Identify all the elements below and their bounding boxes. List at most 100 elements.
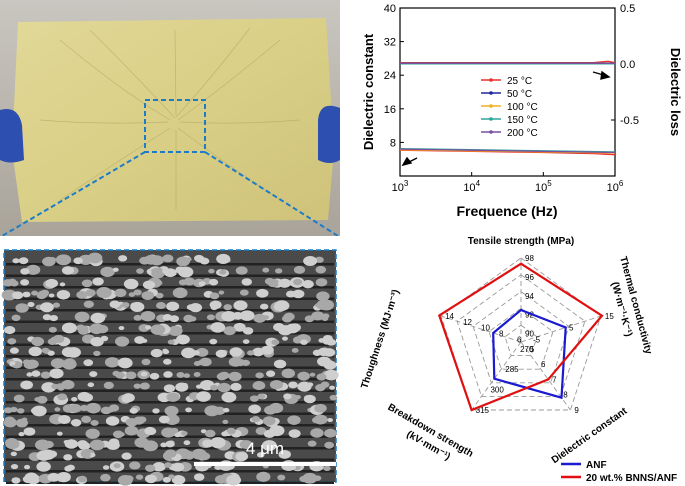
sem-particle xyxy=(129,407,138,414)
sem-layer-gap xyxy=(6,366,334,369)
sem-particle xyxy=(12,291,24,300)
sem-particle xyxy=(81,393,94,402)
sem-particle xyxy=(27,301,35,307)
sem-particle xyxy=(226,474,242,486)
sem-layer-gap xyxy=(6,297,334,300)
sem-particle xyxy=(31,336,45,347)
sem-particle xyxy=(85,289,96,297)
sem-particle xyxy=(81,279,93,288)
sem-particle xyxy=(210,384,219,391)
sem-particle xyxy=(140,371,148,377)
sem-particle xyxy=(175,382,189,392)
sem-particle xyxy=(104,357,120,368)
sem-particle xyxy=(316,291,330,302)
sem-particle xyxy=(297,381,312,392)
sem-particle xyxy=(12,258,20,264)
sem-particle xyxy=(235,266,248,275)
legend-marker xyxy=(489,130,493,134)
radar-tick-label: 9 xyxy=(574,406,579,415)
sem-particle xyxy=(241,278,252,286)
sem-particle xyxy=(253,313,267,323)
left-glove xyxy=(0,109,24,163)
sem-particle xyxy=(25,359,39,369)
sem-particle xyxy=(274,300,290,311)
sem-particle xyxy=(59,282,66,287)
sem-particle xyxy=(129,461,141,470)
sem-particle xyxy=(9,347,19,354)
sem-particle xyxy=(56,431,63,436)
sem-particle xyxy=(228,371,242,382)
sem-particle xyxy=(199,357,212,367)
sem-particle xyxy=(166,301,180,311)
radar-axis-label: Tensile strength (MPa) xyxy=(468,236,575,247)
y2-tick-label: -0.5 xyxy=(620,115,639,127)
sem-particle xyxy=(209,338,218,345)
sem-particle xyxy=(287,415,301,425)
radar-axis-label: Thoughness (MJ·m⁻³) xyxy=(359,288,401,390)
radar-tick-label: 14 xyxy=(445,312,454,321)
sem-particle xyxy=(150,348,163,358)
radar-tick-label: 94 xyxy=(525,292,534,301)
y2-tick-label: 0.5 xyxy=(620,3,635,15)
sem-particle xyxy=(11,477,21,484)
sem-particle xyxy=(92,277,104,286)
sem-particle xyxy=(217,382,231,393)
sem-particle xyxy=(141,291,155,301)
sem-particle xyxy=(278,325,293,336)
sem-particle xyxy=(187,455,194,460)
right-glove xyxy=(318,105,340,163)
sem-particle xyxy=(155,280,163,286)
sem-particle xyxy=(57,393,68,401)
sem-particle xyxy=(31,370,41,377)
sem-layer-gap xyxy=(6,378,334,381)
sem-particle xyxy=(302,472,318,484)
sem-particle xyxy=(218,290,225,295)
radar-tick-label: 315 xyxy=(476,406,490,415)
sem-particle xyxy=(256,288,269,298)
sem-particle xyxy=(39,302,54,313)
sem-particle xyxy=(297,371,310,381)
sem-particle xyxy=(204,429,216,438)
sem-particle xyxy=(230,382,242,391)
sem-particle xyxy=(89,439,105,451)
sem-particle xyxy=(216,253,231,264)
sem-particle xyxy=(178,266,194,278)
sem-particle xyxy=(61,322,77,334)
legend-label: 20 wt.% BNNS/ANF xyxy=(586,473,677,484)
sem-particle xyxy=(318,299,335,311)
sem-particle xyxy=(316,373,327,381)
sem-particle xyxy=(221,391,237,403)
radar-tick-label: 5 xyxy=(569,324,574,333)
sem-particle xyxy=(34,439,51,451)
sem-particle xyxy=(133,383,142,389)
sem-particle xyxy=(90,419,99,426)
sem-particle xyxy=(251,416,261,423)
radar-tick-label: 98 xyxy=(525,254,534,263)
sem-particle xyxy=(314,403,327,413)
sem-particle xyxy=(56,290,71,300)
sem-particle xyxy=(210,322,226,333)
sem-particle xyxy=(221,431,229,437)
sem-particle xyxy=(210,437,226,449)
scale-bar xyxy=(194,462,336,466)
sem-particle xyxy=(263,429,276,438)
sem-particle xyxy=(218,371,230,380)
sem-particle xyxy=(14,362,23,368)
sem-particle xyxy=(42,314,52,321)
sem-particle xyxy=(31,405,47,417)
sem-particle xyxy=(310,428,324,438)
radar-tick-label: 90 xyxy=(525,330,534,339)
y2-axis-label: Dielectric loss xyxy=(668,48,683,136)
axis-ticks: 8 16 24 32 40 0.5 0.0 -0.5 103 104 105 106 xyxy=(384,3,639,194)
sem-particle xyxy=(300,339,308,345)
sem-layer-gap xyxy=(6,343,334,346)
radar-axis-label: Dielectric constant xyxy=(550,405,630,466)
radar-series-polygon xyxy=(437,262,604,412)
sem-particle xyxy=(74,311,90,323)
sem-particle xyxy=(198,281,206,287)
legend-marker xyxy=(489,117,493,121)
sem-particle xyxy=(263,315,269,320)
sem-particle xyxy=(166,392,180,402)
sem-particle xyxy=(11,314,21,322)
